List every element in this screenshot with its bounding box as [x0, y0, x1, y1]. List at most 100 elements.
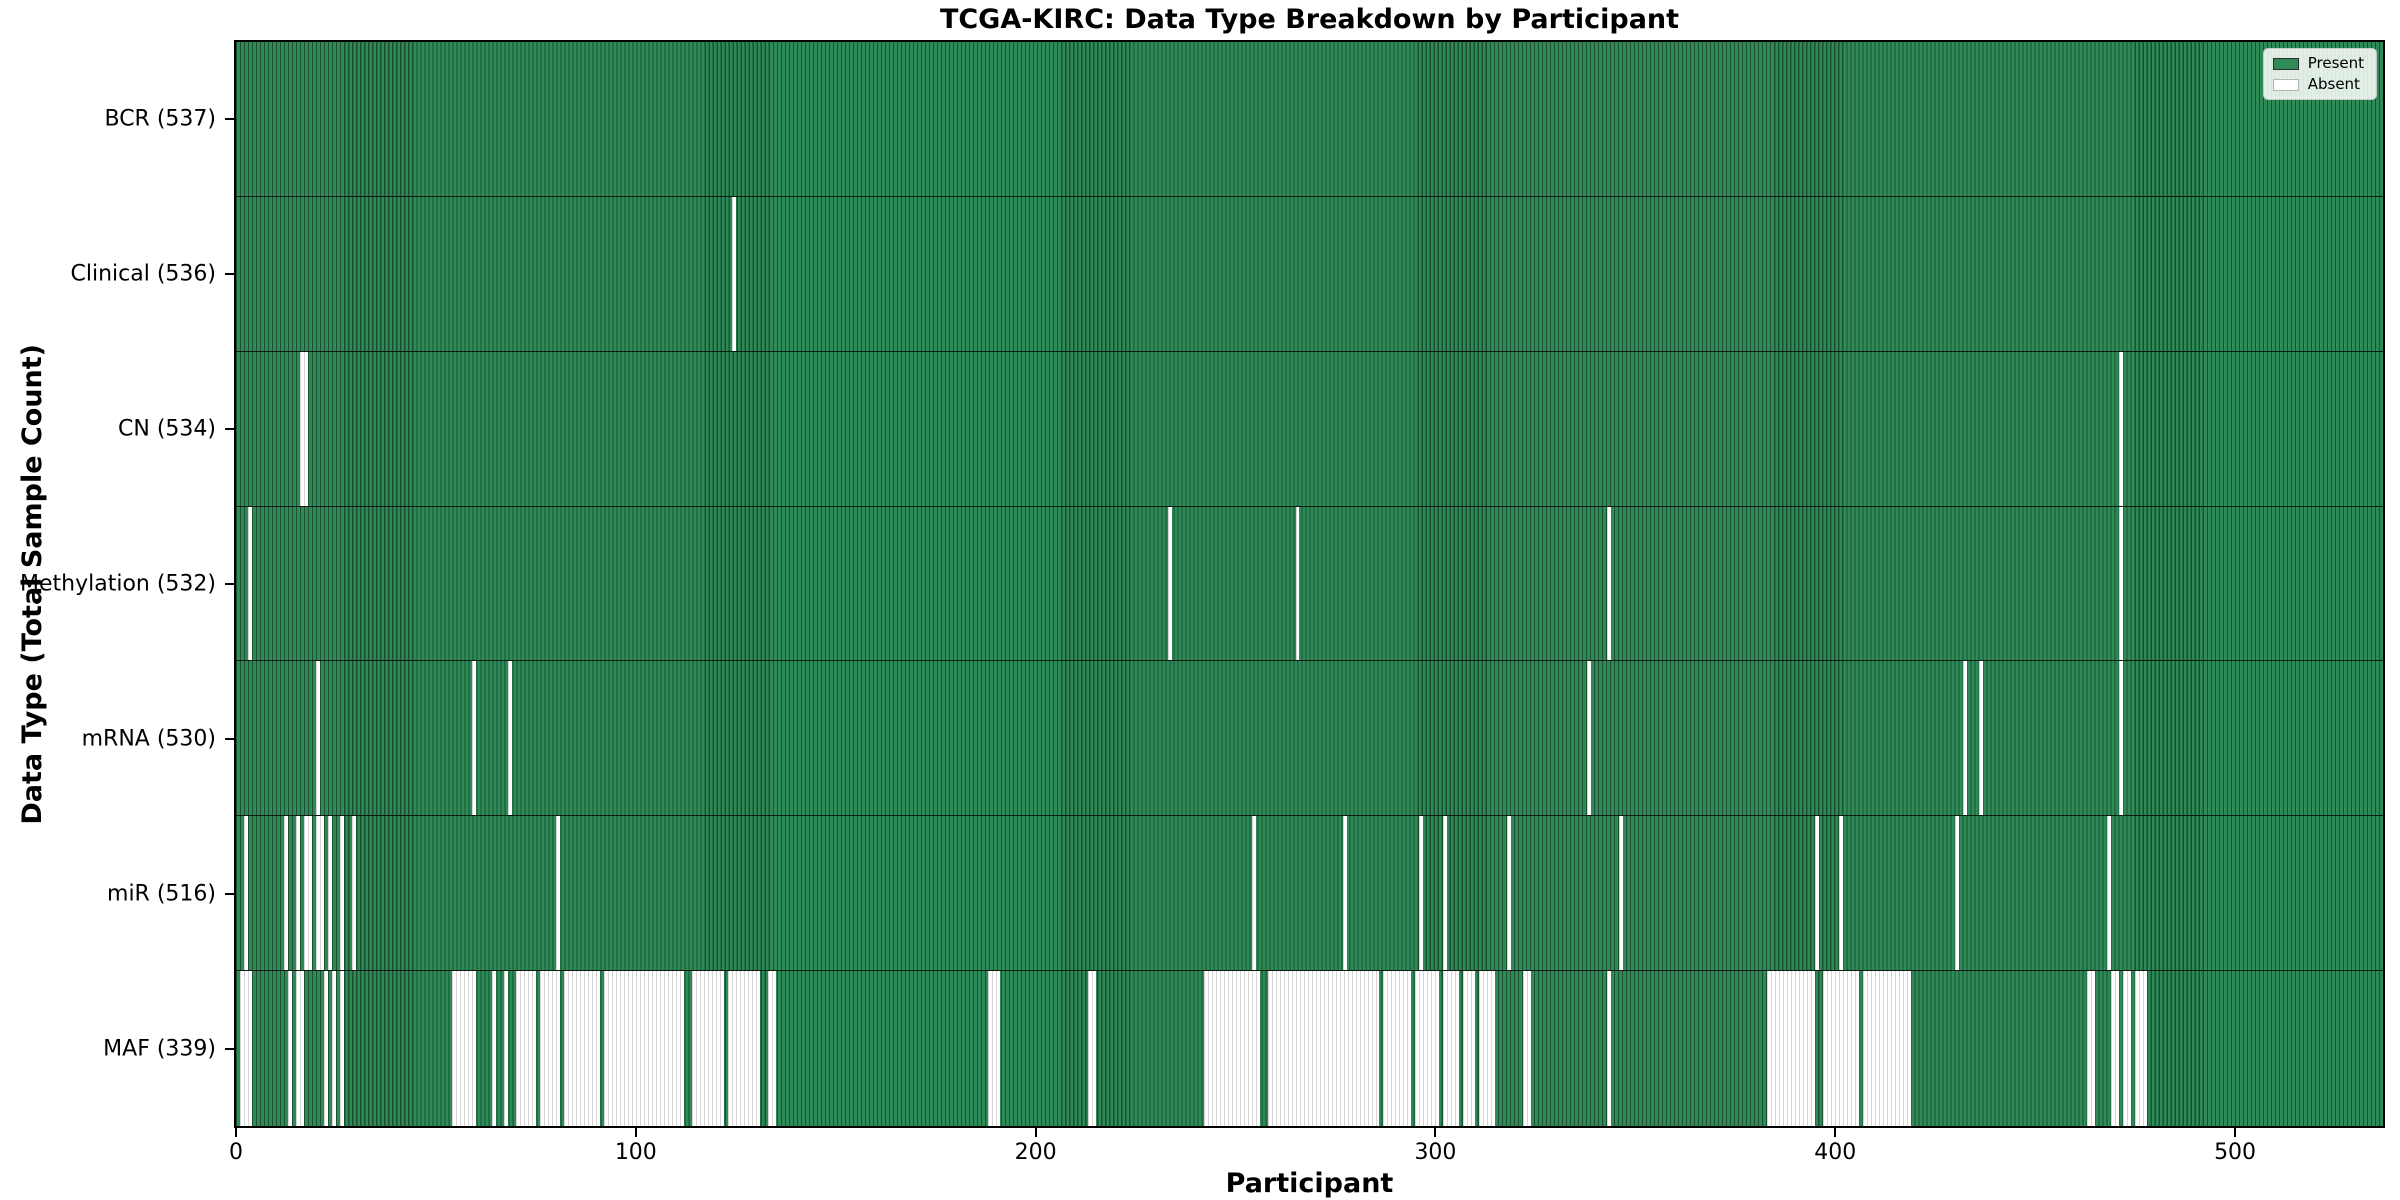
legend: Present Absent [2262, 48, 2377, 100]
x-tick [634, 1128, 637, 1137]
x-tick [1834, 1128, 1837, 1137]
y-tick [225, 583, 234, 585]
absent-stripe [339, 971, 344, 1126]
absent-stripe [283, 816, 288, 971]
absent-stripe [1343, 816, 1348, 971]
absent-stripe [315, 661, 320, 816]
absent-stripe [339, 816, 344, 971]
legend-entry-present: Present [2272, 54, 2364, 72]
x-tick-label: 500 [2214, 1140, 2257, 1165]
absent-stripe [503, 971, 508, 1126]
absent-stripe [1839, 816, 1844, 971]
x-tick [1434, 1128, 1437, 1137]
absent-stripe [1955, 816, 1960, 971]
absent-stripe [1479, 971, 1496, 1126]
row-band-bcr [236, 42, 2383, 197]
absent-stripe [2119, 506, 2124, 661]
absent-stripe [451, 971, 476, 1126]
absent-stripe [1587, 661, 1592, 816]
absent-stripe [1979, 661, 1984, 816]
absent-stripe [287, 971, 292, 1126]
y-tick-label-mir: miR (516) [107, 881, 216, 907]
absent-stripe [1443, 971, 1460, 1126]
y-tick-label-methylation: Methylation (532) [20, 571, 216, 597]
absent-stripe [603, 971, 684, 1126]
x-tick-label: 0 [229, 1140, 243, 1165]
row-band-clinical [236, 196, 2383, 352]
absent-stripe [323, 971, 328, 1126]
absent-stripe [691, 971, 724, 1126]
x-tick-label: 100 [614, 1140, 657, 1165]
chart-title: TCGA-KIRC: Data Type Breakdown by Partic… [939, 4, 1680, 35]
absent-stripe [315, 816, 324, 971]
y-tick-label-clinical: Clinical (536) [70, 261, 216, 287]
absent-stripe [295, 816, 300, 971]
absent-stripe [2087, 971, 2096, 1126]
row-band-cn [236, 351, 2383, 507]
absent-stripe [239, 971, 252, 1126]
y-tick [225, 892, 234, 895]
absent-stripe [491, 971, 496, 1126]
legend-present-label: Present [2307, 54, 2364, 72]
x-tick [1034, 1128, 1037, 1137]
x-tick-label: 200 [1014, 1140, 1057, 1165]
absent-stripe [247, 506, 252, 661]
absent-stripe [1863, 971, 1912, 1126]
y-tick-label-maf: MAF (339) [103, 1036, 216, 1062]
row-band-mrna [236, 661, 2383, 817]
absent-stripe [2119, 661, 2124, 816]
absent-stripe [331, 971, 336, 1126]
absent-stripe [1295, 506, 1300, 661]
absent-stripe [327, 816, 332, 971]
plot-area: BCR (537) Clinical (536) CN (534) Methylati… [20, 40, 2385, 1165]
absent-stripe [1251, 816, 1256, 971]
absent-stripe [2119, 351, 2124, 506]
absent-stripe [1419, 816, 1424, 971]
absent-stripe [1507, 816, 1512, 971]
x-tick-label: 400 [1814, 1140, 1857, 1165]
absent-stripe [1607, 506, 1612, 661]
absent-stripe [1815, 816, 1820, 971]
absent-stripe [243, 816, 248, 971]
absent-stripe [767, 971, 776, 1126]
absent-stripe [1267, 971, 1380, 1126]
absent-stripe [731, 196, 736, 351]
legend-entry-absent: Absent [2272, 75, 2364, 93]
absent-stripe [1767, 971, 1816, 1126]
absent-stripe [1607, 971, 1612, 1126]
x-tick-label: 300 [1414, 1140, 1457, 1165]
absent-stripe [1203, 971, 1260, 1126]
row-band-mir [236, 816, 2383, 972]
absent-stripe [1383, 971, 1412, 1126]
y-tick-label-bcr: BCR (537) [104, 106, 216, 132]
absent-stripe [1463, 971, 1476, 1126]
y-tick-label-mrna: mRNA (530) [81, 726, 216, 752]
absent-stripe [1443, 816, 1448, 971]
absent-stripe [299, 351, 308, 506]
absent-stripe [2135, 971, 2148, 1126]
present-swatch-icon [2272, 57, 2299, 70]
absent-stripe [2123, 971, 2132, 1126]
absent-stripe [1087, 971, 1096, 1126]
absent-stripe [563, 971, 600, 1126]
legend-absent-label: Absent [2307, 75, 2360, 93]
absent-stripe [2107, 816, 2112, 971]
absent-stripe [2111, 971, 2120, 1126]
y-tick [225, 273, 234, 276]
y-tick [225, 1047, 234, 1050]
absent-stripe [1619, 816, 1624, 971]
absent-stripe [295, 971, 304, 1126]
y-tick [225, 118, 234, 121]
absent-stripe [539, 971, 560, 1126]
x-tick [235, 1128, 237, 1137]
absent-stripe [515, 971, 536, 1126]
row-band-methylation [236, 506, 2383, 662]
x-axis-label: Participant [1225, 1168, 1394, 1199]
y-tick-label-cn: CN (534) [118, 416, 216, 442]
absent-stripe [1963, 661, 1968, 816]
absent-stripe [1823, 971, 1860, 1126]
absent-stripe [555, 816, 560, 971]
absent-stripe [1523, 971, 1532, 1126]
absent-stripe [351, 816, 356, 971]
